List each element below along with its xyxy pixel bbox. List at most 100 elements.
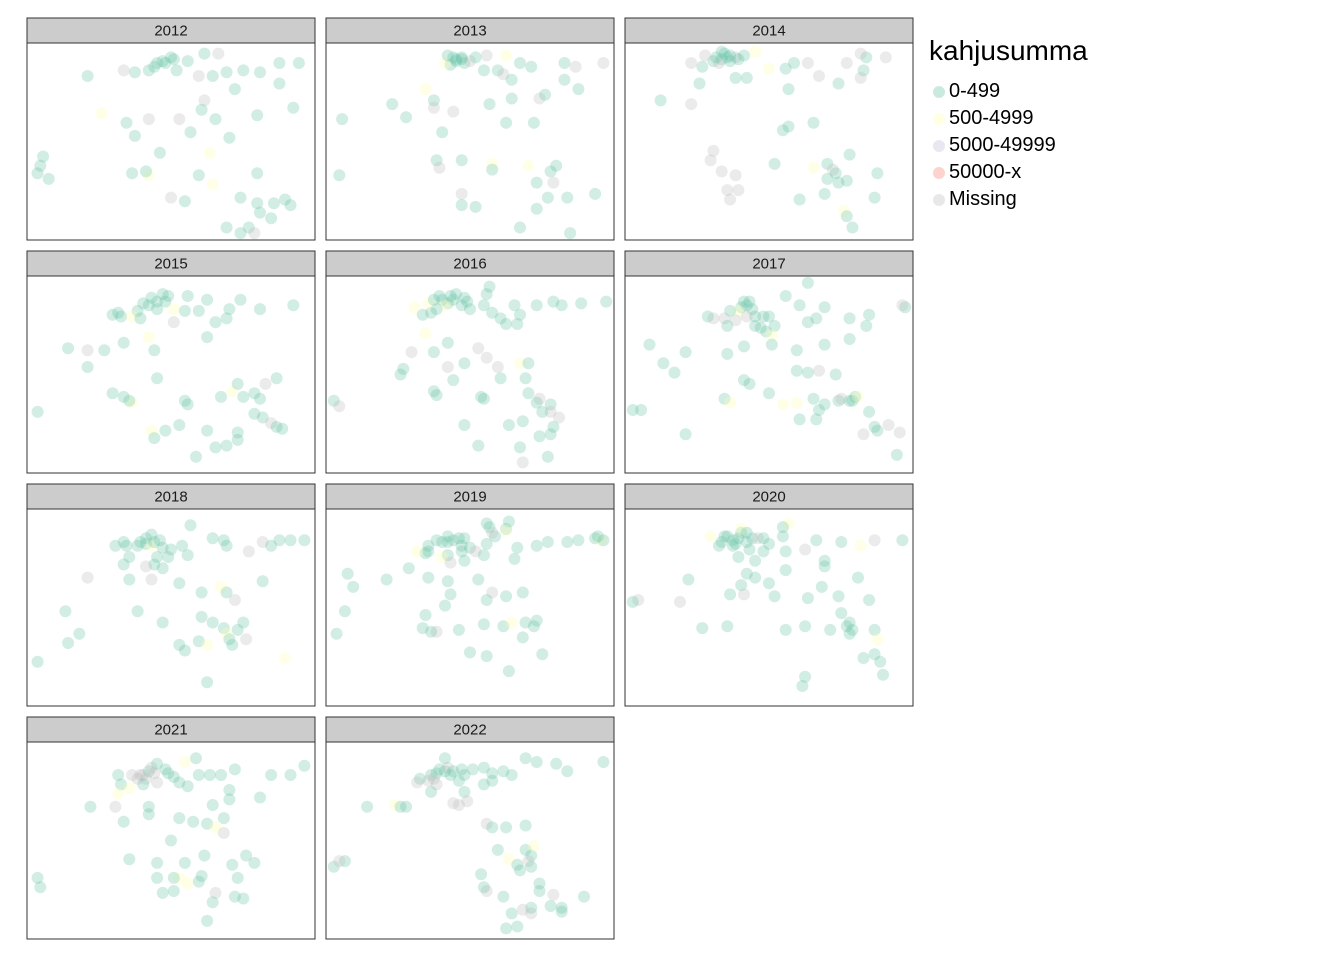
scatter-point (544, 428, 557, 441)
scatter-point (840, 620, 853, 633)
scatter-point (458, 554, 471, 567)
scatter-point (165, 543, 177, 556)
scatter-point (430, 767, 443, 780)
scatter-point (743, 295, 756, 308)
scatter-point (724, 588, 737, 601)
scatter-point (729, 169, 742, 182)
scatter-point (718, 47, 731, 60)
scatter-point (740, 71, 753, 84)
scatter-point (480, 594, 493, 606)
scatter-point (685, 98, 698, 111)
scatter-point (477, 392, 490, 405)
scatter-point (500, 523, 513, 535)
scatter-point (483, 280, 496, 293)
scatter-point (469, 200, 482, 213)
scatter-point (73, 627, 86, 640)
scatter-point (115, 310, 127, 323)
scatter-point (541, 536, 554, 548)
scatter-point (444, 556, 457, 569)
scatter-point (84, 800, 97, 813)
scatter-point (126, 310, 139, 323)
scatter-point (782, 120, 795, 133)
facet-plot-area (624, 275, 914, 474)
scatter-point (500, 922, 513, 935)
scatter-point (715, 45, 728, 58)
scatter-point (178, 304, 191, 317)
scatter-point (475, 868, 488, 881)
scatter-point (430, 625, 443, 638)
scatter-point (516, 631, 529, 644)
scatter-point (209, 113, 222, 126)
scatter-point (416, 622, 429, 635)
scatter-point (868, 534, 881, 547)
scatter-point (458, 357, 471, 370)
scatter-point (732, 532, 745, 545)
scatter-point (117, 536, 130, 548)
scatter-point (547, 420, 560, 433)
scatter-point (857, 428, 870, 441)
scatter-point (117, 336, 130, 349)
scatter-point (140, 772, 152, 785)
scatter-point (159, 763, 172, 776)
scatter-point (779, 564, 792, 577)
scatter-point (228, 594, 241, 606)
scatter-point (452, 623, 465, 636)
scatter-point (248, 227, 261, 240)
scatter-point (156, 55, 169, 68)
scatter-point (857, 64, 870, 77)
scatter-point (715, 536, 728, 548)
scatter-point (757, 532, 770, 545)
facet-plot-area (325, 275, 615, 474)
scatter-point (37, 150, 50, 163)
scatter-point (148, 536, 161, 548)
scatter-point (854, 539, 867, 552)
scatter-point (206, 178, 219, 191)
scatter-point (854, 47, 867, 60)
scatter-point (450, 288, 463, 301)
facet-plot-area (26, 42, 316, 241)
scatter-point (242, 545, 255, 558)
scatter-point (433, 290, 446, 302)
scatter-point (815, 580, 828, 593)
scatter-point (793, 413, 806, 426)
scatter-point (62, 342, 75, 355)
scatter-point (685, 57, 698, 69)
scatter-point (416, 308, 429, 321)
scatter-point (724, 304, 737, 317)
legend-title: kahjusumma (929, 35, 1088, 66)
scatter-point (220, 539, 233, 552)
scatter-point (148, 344, 161, 357)
scatter-point (151, 551, 164, 563)
scatter-point (267, 197, 280, 210)
scatter-point (793, 193, 806, 206)
scatter-point (553, 411, 565, 424)
scatter-point (394, 368, 407, 381)
scatter-point (42, 172, 55, 185)
scatter-point (178, 644, 191, 657)
scatter-point (455, 299, 468, 312)
scatter-point (464, 303, 476, 316)
scatter-point (782, 517, 795, 530)
scatter-point (439, 752, 451, 765)
facet-strip-label: 2020 (752, 489, 785, 506)
scatter-point (447, 374, 460, 387)
scatter-point (450, 53, 463, 66)
scatter-point (201, 914, 214, 927)
scatter-point (220, 439, 233, 452)
scatter-point (279, 193, 291, 206)
scatter-point (701, 310, 714, 323)
facet-plot-area (624, 42, 914, 241)
legend-dot-0-499 (933, 85, 945, 98)
scatter-point (500, 49, 513, 62)
scatter-point (550, 757, 563, 770)
scatter-point (483, 98, 496, 111)
scatter-point (735, 523, 748, 535)
scatter-point (715, 165, 728, 178)
scatter-point (447, 105, 460, 118)
scatter-point (120, 116, 133, 129)
scatter-point (497, 68, 510, 81)
scatter-point (123, 573, 136, 586)
scatter-point (863, 405, 876, 418)
scatter-point (273, 77, 286, 90)
